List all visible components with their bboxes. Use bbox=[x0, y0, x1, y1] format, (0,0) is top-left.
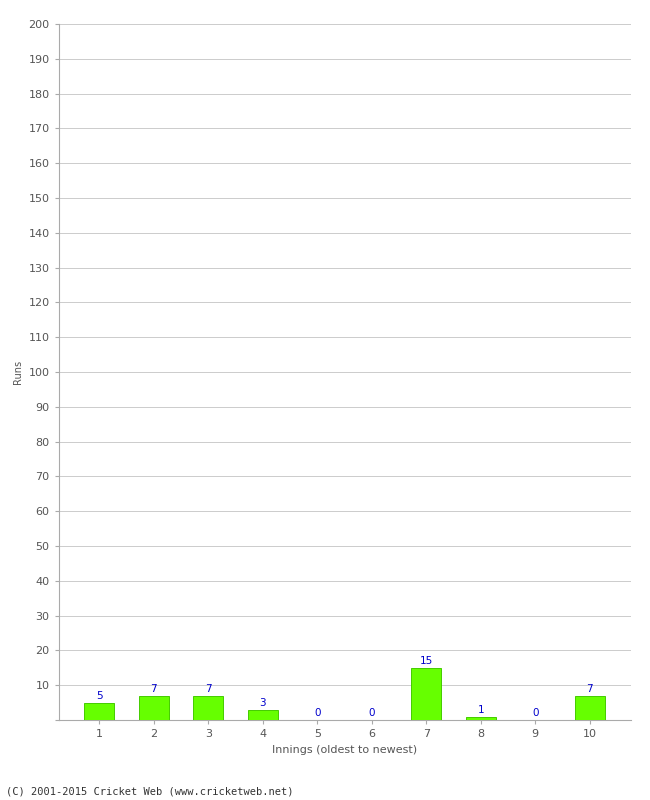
Text: 0: 0 bbox=[314, 708, 320, 718]
Text: 7: 7 bbox=[586, 684, 593, 694]
Text: 7: 7 bbox=[151, 684, 157, 694]
Bar bbox=[411, 668, 441, 720]
Text: 0: 0 bbox=[532, 708, 538, 718]
Text: 3: 3 bbox=[259, 698, 266, 708]
Text: 0: 0 bbox=[369, 708, 375, 718]
Text: 1: 1 bbox=[477, 705, 484, 714]
Bar bbox=[465, 717, 496, 720]
Bar bbox=[84, 702, 114, 720]
Text: 7: 7 bbox=[205, 684, 212, 694]
Text: 15: 15 bbox=[420, 656, 433, 666]
X-axis label: Innings (oldest to newest): Innings (oldest to newest) bbox=[272, 745, 417, 754]
Text: 5: 5 bbox=[96, 691, 103, 701]
Text: (C) 2001-2015 Cricket Web (www.cricketweb.net): (C) 2001-2015 Cricket Web (www.cricketwe… bbox=[6, 786, 294, 796]
Y-axis label: Runs: Runs bbox=[13, 360, 23, 384]
Bar bbox=[139, 696, 169, 720]
Bar bbox=[575, 696, 604, 720]
Bar bbox=[248, 710, 278, 720]
Bar bbox=[193, 696, 224, 720]
